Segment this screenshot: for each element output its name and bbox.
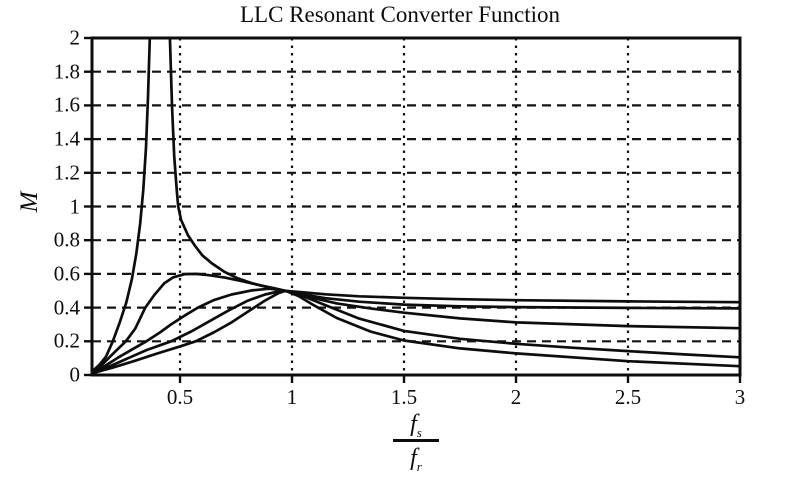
y-tick-label: 1.2 — [53, 160, 80, 185]
x-label-numerator: fs — [410, 411, 422, 440]
y-tick-label: 1 — [69, 194, 81, 218]
x-tick-label: 1 — [286, 385, 298, 409]
y-tick-label: 1.6 — [53, 92, 80, 117]
x-tick-label: 3 — [734, 385, 746, 409]
x-tick-label: 2 — [510, 385, 522, 409]
y-tick-label: 1.8 — [53, 59, 80, 84]
x-axis-label: fs fr — [393, 411, 439, 474]
gain-curve-2 — [92, 272, 740, 374]
y-tick-label: 0.6 — [53, 261, 80, 286]
x-tick-label: 0.5 — [166, 385, 194, 409]
chart-title: LLC Resonant Converter Function — [239, 2, 561, 27]
gain-curve-1-lowest-Q — [92, 38, 740, 373]
gain-curve-5-highest-Q — [92, 289, 740, 375]
x-tick-label: 1.5 — [390, 385, 418, 409]
y-tick-label: 0.4 — [53, 295, 80, 320]
y-tick-label: 0.2 — [53, 328, 80, 353]
y-tick-label: 1.4 — [53, 126, 80, 151]
x-label-denominator: fr — [410, 445, 422, 474]
fraction-bar — [393, 439, 439, 442]
y-tick-label: 2 — [69, 25, 81, 50]
gain-curve-3 — [92, 287, 740, 374]
x-tick-label: 2.5 — [614, 385, 642, 409]
y-tick-label: 0.8 — [53, 227, 80, 252]
y-tick-label: 0 — [69, 362, 81, 387]
